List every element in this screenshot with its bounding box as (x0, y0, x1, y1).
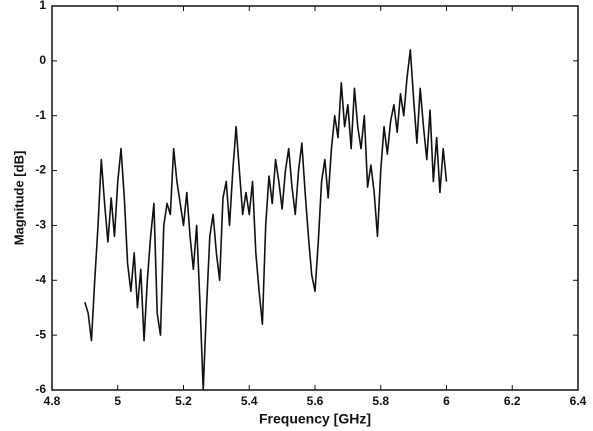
y-tick-label: 1 (39, 0, 46, 12)
x-tick-label: 6.4 (570, 394, 587, 408)
x-tick-label: 5.8 (372, 394, 389, 408)
x-tick-label: 5.4 (241, 394, 258, 408)
x-tick-label: 6 (443, 394, 450, 408)
y-tick-label: -2 (35, 163, 46, 177)
y-tick-label: 0 (39, 53, 46, 67)
y-tick-label: -3 (35, 218, 46, 232)
x-tick-label: 6.2 (504, 394, 521, 408)
plot-frame (51, 5, 579, 391)
y-tick-label: -5 (35, 327, 46, 341)
data-line (84, 49, 448, 391)
y-tick-label: -4 (35, 272, 46, 286)
x-tick-label: 5.6 (307, 394, 324, 408)
x-tick-label: 5 (114, 394, 121, 408)
x-axis-label: Frequency [GHz] (259, 411, 371, 427)
y-tick-label: -1 (35, 108, 46, 122)
x-tick-label: 5.2 (175, 394, 192, 408)
y-axis-label: Magnitude [dB] (11, 151, 26, 246)
y-tick-label: -6 (35, 382, 46, 396)
x-tick-label: 4.8 (44, 394, 61, 408)
